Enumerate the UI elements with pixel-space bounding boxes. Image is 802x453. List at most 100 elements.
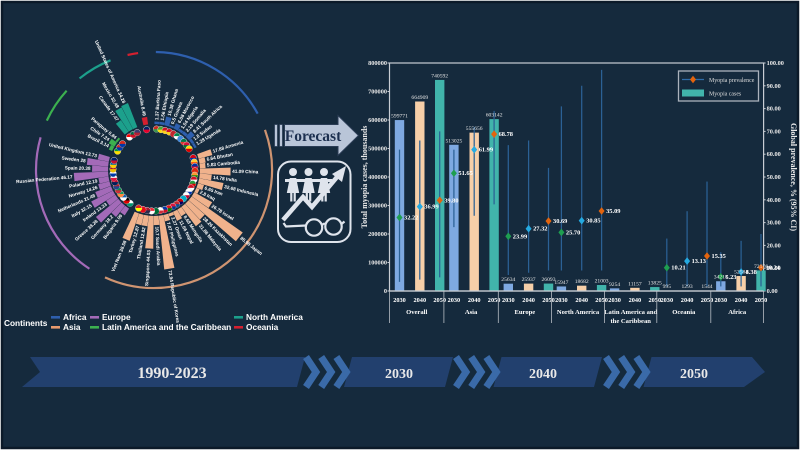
svg-text:41.09 China: 41.09 China bbox=[232, 169, 259, 175]
svg-text:Asia: Asia bbox=[63, 322, 81, 332]
svg-text:40.00: 40.00 bbox=[767, 197, 781, 204]
svg-text:9254: 9254 bbox=[609, 282, 620, 288]
svg-text:Myopia prevalence: Myopia prevalence bbox=[709, 78, 755, 84]
svg-text:13.13: 13.13 bbox=[692, 258, 706, 265]
svg-text:39.80: 39.80 bbox=[444, 197, 458, 204]
svg-text:61.99: 61.99 bbox=[479, 147, 493, 154]
svg-text:North America: North America bbox=[557, 309, 600, 316]
svg-text:800000: 800000 bbox=[368, 60, 387, 67]
svg-text:30.85: 30.85 bbox=[586, 218, 600, 225]
svg-text:Global prevalence, % (95% CI): Global prevalence, % (95% CI) bbox=[789, 123, 798, 231]
svg-text:Africa: Africa bbox=[728, 309, 747, 316]
svg-text:68.78: 68.78 bbox=[499, 131, 513, 138]
svg-text:2030: 2030 bbox=[385, 367, 413, 382]
svg-text:100000: 100000 bbox=[368, 260, 387, 267]
svg-text:Thailand 12.82: Thailand 12.82 bbox=[136, 226, 146, 259]
svg-text:26093: 26093 bbox=[542, 277, 556, 283]
svg-text:Oceania: Oceania bbox=[672, 309, 696, 316]
svg-text:Continents: Continents bbox=[4, 318, 48, 328]
svg-text:600000: 600000 bbox=[368, 117, 387, 124]
svg-text:23.99: 23.99 bbox=[513, 233, 527, 240]
svg-text:51.65: 51.65 bbox=[458, 170, 472, 177]
svg-text:Overall: Overall bbox=[406, 309, 427, 316]
svg-text:Australia 8.49: Australia 8.49 bbox=[136, 85, 146, 116]
svg-text:740592: 740592 bbox=[431, 73, 448, 79]
svg-text:80.00: 80.00 bbox=[767, 106, 781, 113]
svg-text:52584: 52584 bbox=[734, 270, 748, 276]
svg-text:1544: 1544 bbox=[701, 284, 712, 290]
svg-text:2050: 2050 bbox=[488, 297, 501, 304]
svg-text:200000: 200000 bbox=[368, 231, 387, 238]
svg-text:32.22: 32.22 bbox=[404, 215, 418, 222]
svg-text:Europe: Europe bbox=[514, 309, 535, 316]
svg-text:2040: 2040 bbox=[575, 297, 588, 304]
svg-text:995: 995 bbox=[663, 284, 672, 290]
svg-text:34217: 34217 bbox=[714, 275, 728, 281]
svg-text:5.83 Cambodia: 5.83 Cambodia bbox=[207, 160, 241, 168]
svg-text:10.00: 10.00 bbox=[767, 265, 781, 272]
svg-text:100.00: 100.00 bbox=[767, 60, 784, 67]
svg-text:13825: 13825 bbox=[648, 281, 662, 287]
svg-text:27.32: 27.32 bbox=[533, 226, 547, 233]
svg-text:14.78 India: 14.78 India bbox=[213, 175, 238, 183]
svg-text:60.00: 60.00 bbox=[767, 151, 781, 158]
svg-text:18682: 18682 bbox=[575, 279, 589, 285]
svg-text:25937: 25937 bbox=[522, 277, 536, 283]
svg-text:70.00: 70.00 bbox=[767, 128, 781, 135]
svg-text:2030: 2030 bbox=[502, 297, 515, 304]
svg-text:2050: 2050 bbox=[595, 297, 608, 304]
svg-text:36.99: 36.99 bbox=[424, 204, 438, 211]
svg-text:2030: 2030 bbox=[715, 297, 728, 304]
svg-text:Latin America and the Caribbea: Latin America and the Caribbean bbox=[102, 322, 231, 332]
svg-text:555656: 555656 bbox=[466, 126, 483, 132]
svg-text:Oceania: Oceania bbox=[246, 322, 279, 332]
svg-text:2040: 2040 bbox=[681, 297, 694, 304]
svg-text:599771: 599771 bbox=[391, 114, 408, 120]
svg-text:2040: 2040 bbox=[529, 367, 557, 382]
svg-text:50.00: 50.00 bbox=[767, 174, 781, 181]
svg-text:11157: 11157 bbox=[628, 281, 642, 287]
svg-text:2040: 2040 bbox=[629, 297, 642, 304]
svg-text:2050: 2050 bbox=[701, 297, 714, 304]
svg-text:500000: 500000 bbox=[368, 146, 387, 153]
svg-text:North America: North America bbox=[246, 312, 303, 322]
svg-text:the Caribbean: the Caribbean bbox=[610, 318, 651, 325]
svg-text:2030: 2030 bbox=[661, 297, 674, 304]
svg-text:0: 0 bbox=[384, 288, 387, 295]
svg-text:10.7 Saudi Arabia: 10.7 Saudi Arabia bbox=[154, 226, 161, 265]
svg-text:Sweden 28: Sweden 28 bbox=[61, 155, 86, 163]
svg-text:25634: 25634 bbox=[501, 277, 515, 283]
svg-text:Myopia cases: Myopia cases bbox=[709, 91, 742, 97]
svg-text:664909: 664909 bbox=[411, 95, 428, 101]
svg-text:2040: 2040 bbox=[468, 297, 481, 304]
svg-text:Poland 12.19: Poland 12.19 bbox=[69, 178, 98, 189]
svg-text:35.09: 35.09 bbox=[606, 208, 620, 215]
svg-text:Europe: Europe bbox=[102, 312, 131, 322]
svg-text:Total myopia cases, thousands: Total myopia cases, thousands bbox=[360, 126, 369, 229]
svg-text:6.23: 6.23 bbox=[725, 274, 736, 281]
svg-text:603142: 603142 bbox=[486, 113, 503, 119]
svg-text:2030: 2030 bbox=[608, 297, 621, 304]
svg-text:20.00: 20.00 bbox=[767, 242, 781, 249]
svg-text:72176: 72176 bbox=[754, 264, 768, 270]
svg-text:25.70: 25.70 bbox=[566, 229, 580, 236]
svg-text:1.37 Burkina Faso: 1.37 Burkina Faso bbox=[154, 80, 161, 120]
svg-text:400000: 400000 bbox=[368, 174, 387, 181]
svg-text:15.35: 15.35 bbox=[712, 253, 726, 260]
svg-text:8.38: 8.38 bbox=[746, 269, 757, 276]
svg-text:2050: 2050 bbox=[433, 297, 446, 304]
svg-text:2050: 2050 bbox=[755, 297, 768, 304]
svg-text:Spain 20.38: Spain 20.38 bbox=[65, 165, 91, 171]
svg-text:2050: 2050 bbox=[680, 367, 708, 382]
svg-text:1.56 Ethiopia: 1.56 Ethiopia bbox=[160, 91, 170, 121]
svg-text:2040: 2040 bbox=[735, 297, 748, 304]
svg-text:6.64 Bhutan: 6.64 Bhutan bbox=[206, 152, 233, 162]
svg-text:513025: 513025 bbox=[446, 138, 463, 144]
svg-text:2030: 2030 bbox=[393, 297, 406, 304]
svg-text:2030: 2030 bbox=[448, 297, 461, 304]
svg-text:30.00: 30.00 bbox=[767, 220, 781, 227]
svg-text:Africa: Africa bbox=[63, 312, 87, 322]
svg-text:15947: 15947 bbox=[554, 280, 568, 286]
svg-text:90.00: 90.00 bbox=[767, 83, 781, 90]
svg-text:Singapore 44.03: Singapore 44.03 bbox=[144, 250, 151, 287]
